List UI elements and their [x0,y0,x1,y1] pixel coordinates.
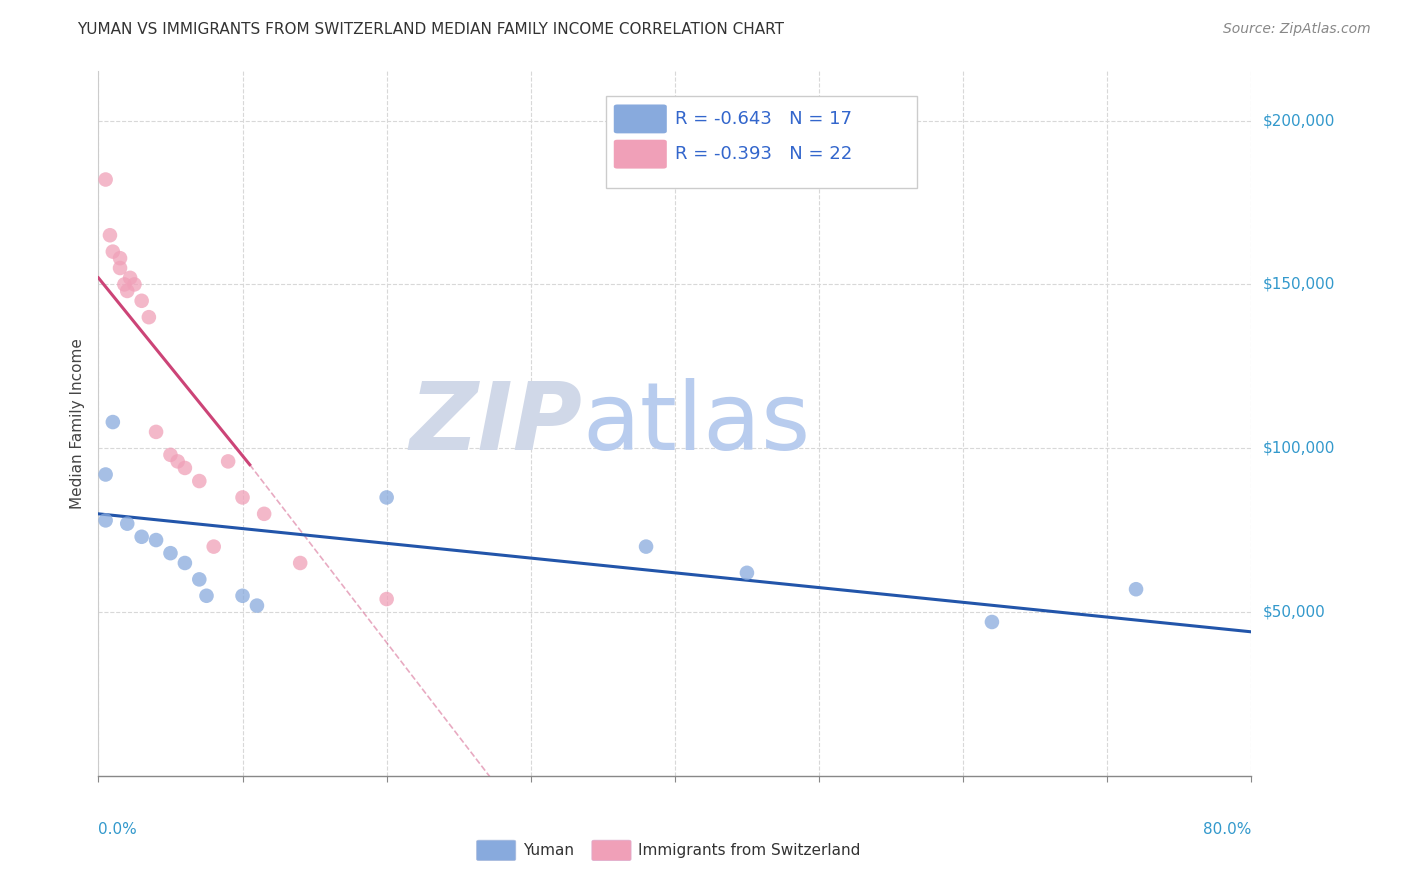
Point [108,260,131,275]
Point [145,425,167,439]
Point [120,270,142,285]
Point [1125,582,1147,597]
Point [138,310,160,325]
FancyBboxPatch shape [592,840,631,861]
Point [159,448,181,462]
Text: R = -0.643   N = 17: R = -0.643 N = 17 [675,110,852,128]
Text: 80.0%: 80.0% [1204,822,1251,837]
Point [174,556,197,570]
Point [98,228,121,243]
Point [246,599,269,613]
Point [131,530,153,544]
Point [981,615,1004,629]
Point [166,454,188,468]
Point [159,546,181,560]
FancyBboxPatch shape [614,104,666,134]
Point [217,454,239,468]
FancyBboxPatch shape [477,840,516,861]
Point [231,491,254,505]
FancyBboxPatch shape [606,96,917,187]
Point [253,507,276,521]
Point [174,461,197,475]
Point [202,540,225,554]
Point [145,533,167,547]
Point [375,491,398,505]
Point [112,277,135,292]
Point [117,516,139,531]
Point [124,277,146,292]
Point [101,244,124,259]
Text: Yuman: Yuman [523,843,574,857]
Point [290,556,312,570]
Point [195,589,218,603]
Point [94,467,117,482]
Point [188,474,211,488]
Point [188,573,211,587]
Point [375,592,398,607]
Point [101,415,124,429]
Text: atlas: atlas [582,377,811,470]
Text: Immigrants from Switzerland: Immigrants from Switzerland [638,843,860,857]
FancyBboxPatch shape [614,140,666,169]
Text: Source: ZipAtlas.com: Source: ZipAtlas.com [1223,22,1371,37]
Point [636,540,658,554]
Point [117,284,139,298]
Point [94,513,117,527]
Y-axis label: Median Family Income: Median Family Income [70,338,86,509]
Text: $100,000: $100,000 [1263,441,1334,456]
Point [231,589,254,603]
Point [108,251,131,265]
Point [131,293,153,308]
Text: $200,000: $200,000 [1263,113,1334,128]
Text: $150,000: $150,000 [1263,277,1334,292]
Text: R = -0.393   N = 22: R = -0.393 N = 22 [675,145,852,163]
Point [735,566,758,580]
Text: YUMAN VS IMMIGRANTS FROM SWITZERLAND MEDIAN FAMILY INCOME CORRELATION CHART: YUMAN VS IMMIGRANTS FROM SWITZERLAND MED… [77,22,785,37]
Text: 0.0%: 0.0% [98,822,138,837]
Text: $50,000: $50,000 [1263,605,1326,620]
Point [94,172,117,186]
Text: ZIP: ZIP [409,377,582,470]
